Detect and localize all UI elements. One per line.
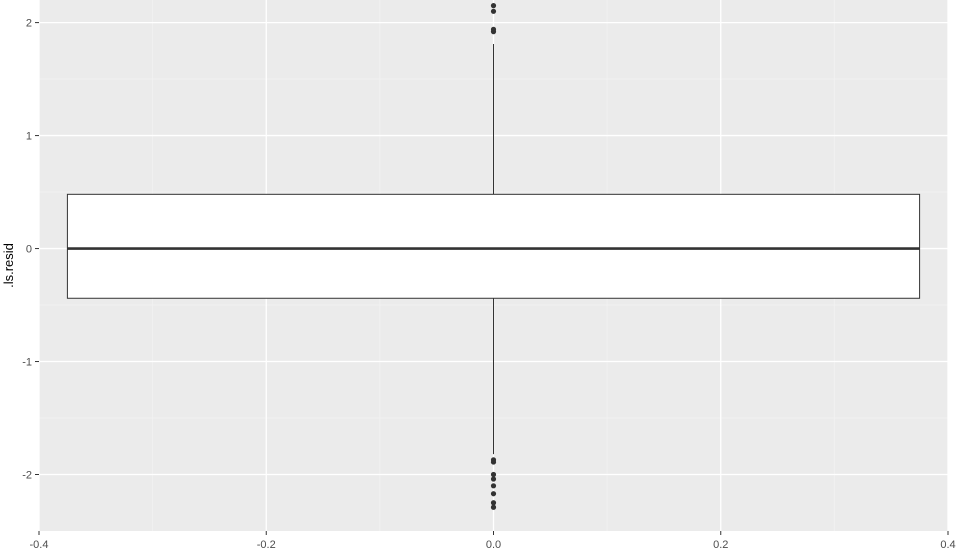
y-axis: -2 -1 0 1 2 (22, 18, 39, 482)
y-tick-label: 0 (26, 244, 32, 256)
outlier-point (490, 29, 497, 35)
outlier-point (490, 504, 497, 510)
outlier-point (490, 3, 497, 9)
y-tick-label: 1 (26, 131, 32, 143)
outlier-point (490, 471, 497, 478)
x-tick-label: 0.2 (713, 539, 728, 551)
outlier-point (490, 491, 497, 497)
x-tick-label: 0.0 (486, 539, 501, 551)
outlier-point (490, 459, 497, 465)
x-tick-label: -0.4 (30, 539, 49, 551)
y-tick-label: 2 (26, 18, 32, 30)
x-tick-label: -0.2 (257, 539, 276, 551)
outlier-point (490, 476, 497, 482)
interquartile-box (66, 193, 921, 299)
outlier-point (490, 483, 497, 489)
y-tick-label: -2 (22, 470, 32, 482)
outlier-point (490, 8, 497, 14)
y-tick-label: -1 (22, 357, 32, 369)
y-axis-title: .ls.resid (1, 243, 16, 288)
x-tick-label: 0.4 (940, 539, 955, 551)
outlier-point (490, 500, 497, 506)
x-axis: -0.4 -0.2 0.0 0.2 0.4 (30, 531, 956, 551)
box-marks (66, 3, 921, 510)
